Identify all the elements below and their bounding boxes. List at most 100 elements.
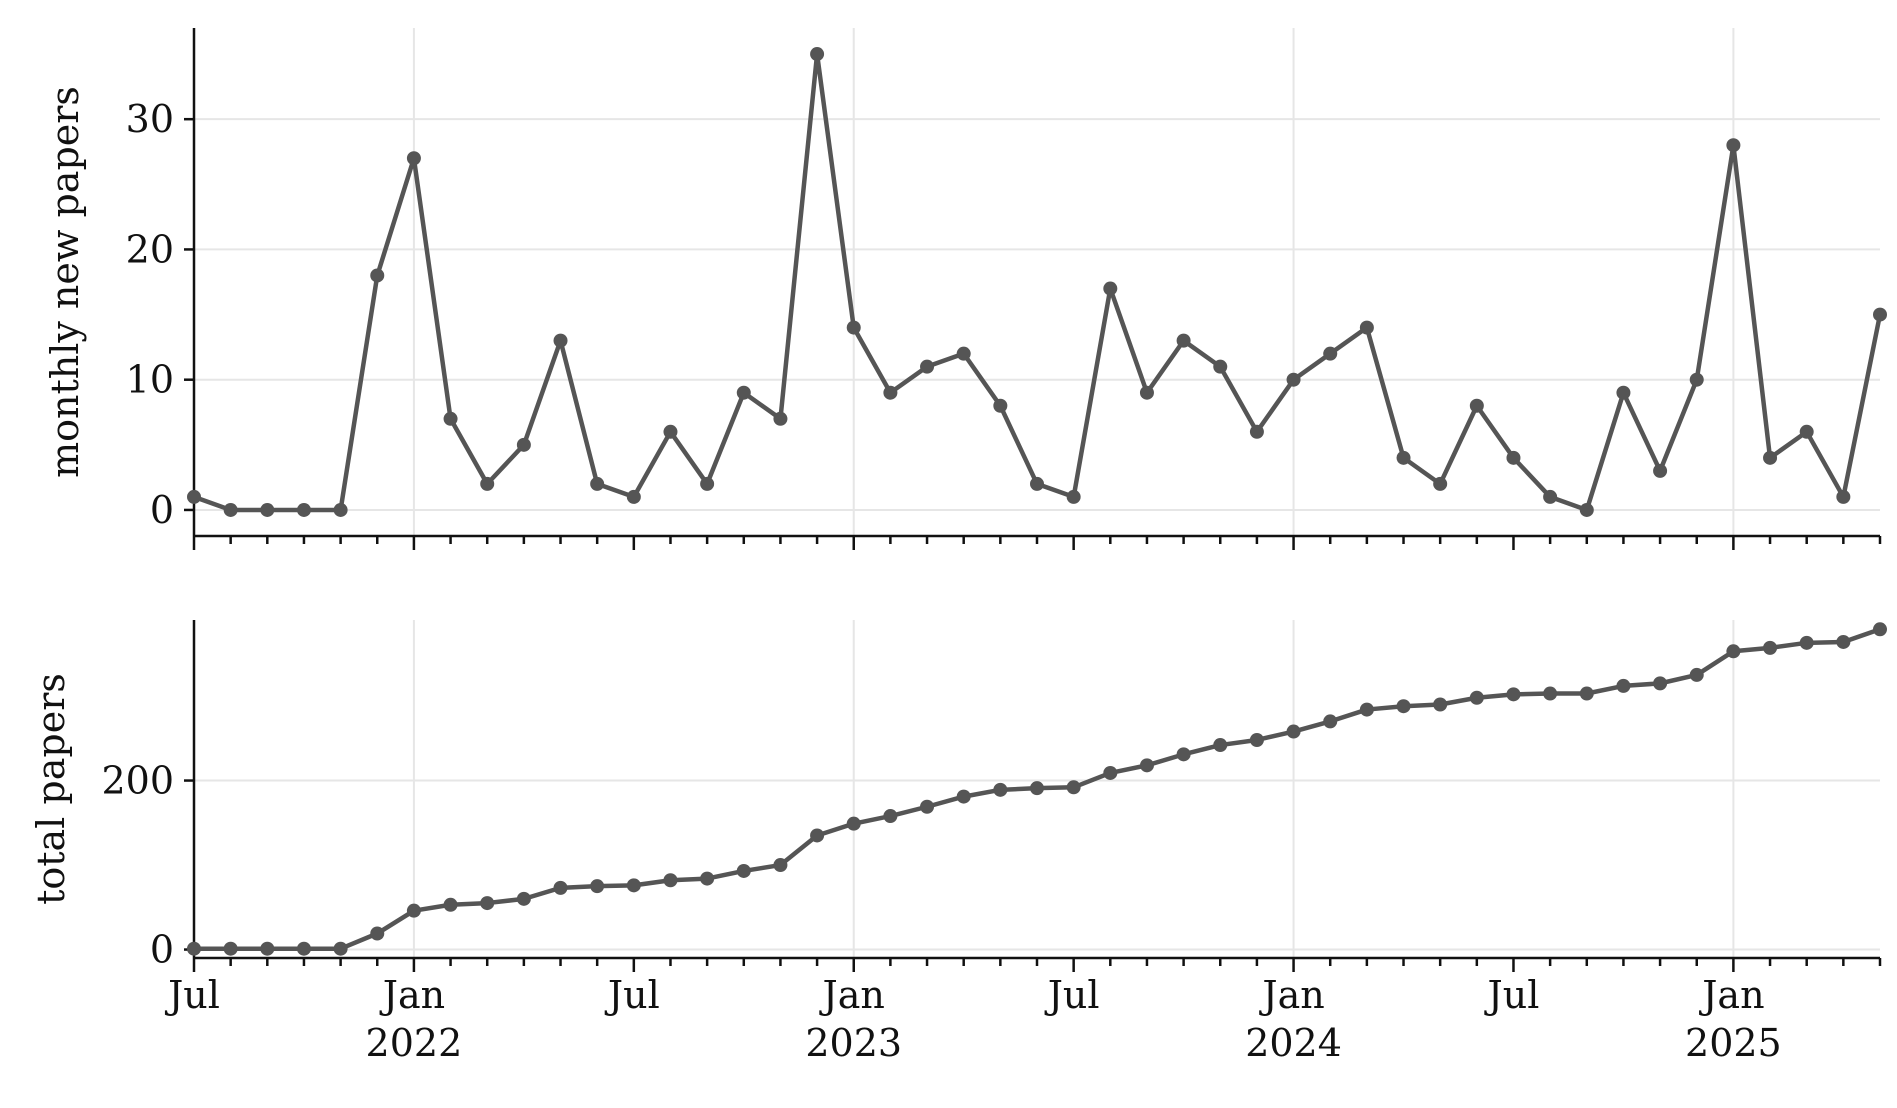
data-point xyxy=(810,828,825,843)
data-point xyxy=(1323,346,1338,361)
data-point xyxy=(846,320,861,335)
data-point xyxy=(626,878,641,893)
data-point xyxy=(956,346,971,361)
data-point xyxy=(1286,724,1301,739)
data-point xyxy=(883,385,898,400)
data-point xyxy=(920,799,935,814)
data-point xyxy=(1579,502,1594,517)
data-point xyxy=(333,941,348,956)
data-point xyxy=(1579,686,1594,701)
x-tick-year-label: 2025 xyxy=(1685,1021,1782,1065)
x-tick-label: Jan xyxy=(1698,973,1764,1017)
data-point xyxy=(406,151,421,166)
data-point xyxy=(993,782,1008,797)
data-point xyxy=(1359,320,1374,335)
x-tick-year-label: 2023 xyxy=(805,1021,902,1065)
y-tick-label: 200 xyxy=(101,759,174,803)
data-point xyxy=(406,903,421,918)
data-point xyxy=(1433,697,1448,712)
data-point xyxy=(1653,676,1668,691)
data-point xyxy=(700,476,715,491)
data-point xyxy=(1176,747,1191,762)
data-point xyxy=(1799,635,1814,650)
x-tick-label: Jan xyxy=(819,973,885,1017)
data-point xyxy=(1873,307,1887,322)
data-point xyxy=(920,359,935,374)
data-point xyxy=(773,858,788,873)
data-point xyxy=(626,489,641,504)
y-tick-label: 0 xyxy=(150,928,174,972)
y-tick-label: 20 xyxy=(126,227,174,271)
data-point xyxy=(1030,476,1044,491)
data-point xyxy=(1213,359,1228,374)
data-point xyxy=(187,941,201,956)
data-point xyxy=(480,476,495,491)
data-point xyxy=(1616,385,1631,400)
data-point xyxy=(1286,372,1301,387)
x-tick-label: Jan xyxy=(1258,973,1324,1017)
x-tick-label: Jan xyxy=(379,973,445,1017)
x-tick-year-label: 2024 xyxy=(1245,1021,1342,1065)
x-tick-label: Jul xyxy=(164,973,220,1017)
data-point xyxy=(333,502,348,517)
data-point xyxy=(553,333,568,348)
data-point xyxy=(1616,678,1631,693)
data-point xyxy=(370,268,385,283)
data-point xyxy=(1873,622,1887,637)
data-point xyxy=(1249,424,1264,439)
data-point xyxy=(1066,780,1081,795)
data-point xyxy=(736,385,751,400)
data-point xyxy=(993,398,1008,413)
data-point xyxy=(187,489,201,504)
y-tick-label: 30 xyxy=(126,97,174,141)
data-point xyxy=(1726,138,1741,153)
y-axis-title: total papers xyxy=(29,673,73,905)
data-point xyxy=(1066,489,1081,504)
x-tick-label: Jul xyxy=(604,973,660,1017)
data-point xyxy=(296,941,311,956)
data-point xyxy=(736,863,751,878)
data-point xyxy=(1433,476,1448,491)
data-point xyxy=(846,816,861,831)
data-point xyxy=(260,941,275,956)
data-point xyxy=(1836,489,1851,504)
data-point xyxy=(443,897,458,912)
data-point xyxy=(516,891,531,906)
data-point xyxy=(1139,385,1154,400)
data-point xyxy=(223,502,238,517)
data-point xyxy=(553,880,568,895)
data-point xyxy=(480,896,495,911)
data-point xyxy=(1176,333,1191,348)
data-point xyxy=(296,502,311,517)
data-point xyxy=(1469,690,1484,705)
data-point xyxy=(590,879,605,894)
data-point xyxy=(1506,687,1521,702)
x-tick-label: Jul xyxy=(1484,973,1540,1017)
data-point xyxy=(1103,765,1118,780)
y-axis-title: monthly new papers xyxy=(43,86,87,478)
data-point xyxy=(1103,281,1118,296)
x-tick-label: Jul xyxy=(1044,973,1100,1017)
data-point xyxy=(700,871,715,886)
data-point xyxy=(1396,699,1411,714)
data-point xyxy=(1689,372,1704,387)
y-tick-label: 0 xyxy=(150,488,174,532)
x-tick-year-label: 2022 xyxy=(366,1021,463,1065)
data-point xyxy=(1213,738,1228,753)
data-point xyxy=(260,502,275,517)
data-point xyxy=(956,789,971,804)
data-point xyxy=(1799,424,1814,439)
data-point xyxy=(1359,702,1374,717)
data-point xyxy=(1249,732,1264,747)
y-tick-label: 10 xyxy=(126,358,174,402)
data-point xyxy=(663,873,678,888)
data-point xyxy=(1653,463,1668,478)
data-point xyxy=(590,476,605,491)
data-point xyxy=(370,926,385,941)
data-point xyxy=(1030,781,1044,796)
data-point xyxy=(516,437,531,452)
data-point xyxy=(1139,758,1154,773)
data-point xyxy=(1689,667,1704,682)
data-point xyxy=(773,411,788,426)
